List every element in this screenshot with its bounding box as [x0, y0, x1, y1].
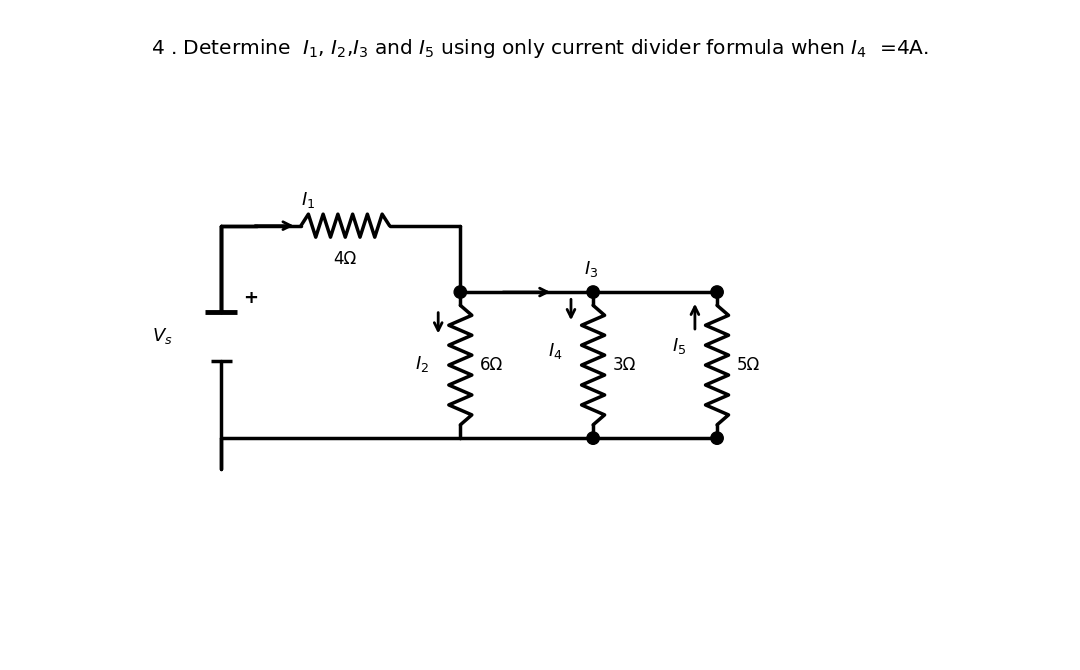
- Text: $I_5$: $I_5$: [672, 336, 686, 356]
- Text: $V_s$: $V_s$: [152, 326, 173, 346]
- Text: $I_4$: $I_4$: [548, 341, 562, 360]
- Circle shape: [586, 432, 599, 444]
- Text: 6Ω: 6Ω: [480, 356, 503, 374]
- Text: $I_1$: $I_1$: [301, 190, 315, 210]
- Text: 4Ω: 4Ω: [334, 251, 356, 269]
- Text: 5Ω: 5Ω: [737, 356, 759, 374]
- Text: +: +: [243, 289, 258, 307]
- Circle shape: [711, 432, 724, 444]
- Circle shape: [454, 286, 467, 298]
- Text: 4 . Determine  $I_1$, $I_2$,$I_3$ and $I_5$ using only current divider formula w: 4 . Determine $I_1$, $I_2$,$I_3$ and $I_…: [151, 37, 929, 60]
- Circle shape: [586, 286, 599, 298]
- Text: $I_3$: $I_3$: [584, 259, 598, 279]
- Circle shape: [711, 286, 724, 298]
- Text: 3Ω: 3Ω: [612, 356, 636, 374]
- Text: $I_2$: $I_2$: [416, 354, 430, 374]
